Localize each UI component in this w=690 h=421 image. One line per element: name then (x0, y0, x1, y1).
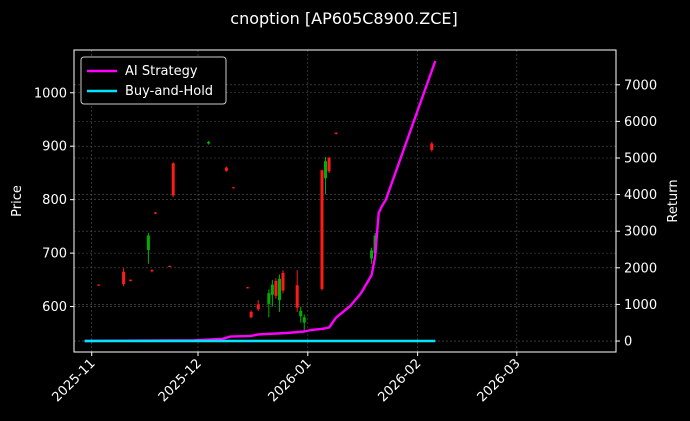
candle-body (281, 272, 285, 291)
candle-body (146, 235, 150, 250)
candle-body (324, 161, 328, 179)
y-right-tick-label: 6000 (624, 115, 657, 130)
candle-body (430, 143, 434, 150)
candle-body (97, 284, 101, 286)
y-right-tick-label: 7000 (624, 78, 657, 93)
candle-body (256, 304, 260, 310)
y-left-tick-label: 700 (42, 247, 67, 262)
candlestick-series (97, 132, 434, 331)
y-left-tick-label: 800 (42, 193, 67, 208)
candle-body (153, 212, 157, 214)
candle-body (270, 284, 274, 295)
candle-body (370, 250, 374, 259)
y-left-tick-label: 600 (42, 300, 67, 315)
candle-body (320, 170, 324, 289)
candle-body (207, 141, 211, 144)
candle-body (168, 265, 172, 267)
plot-frame (73, 49, 617, 353)
legend-label-buy-and-hold: Buy-and-Hold (125, 84, 213, 99)
candle-body (171, 163, 175, 196)
candle-body (327, 157, 331, 172)
candle-body (274, 280, 278, 296)
y-right-tick-label: 0 (624, 335, 632, 350)
legend: AI Strategy Buy-and-Hold (80, 56, 227, 105)
y-right-tick-label: 5000 (624, 151, 657, 166)
candle-body (150, 270, 154, 272)
y-right-tick-label: 1000 (624, 298, 657, 313)
candle-body (122, 271, 126, 285)
candle-body (249, 311, 253, 318)
candle-body (267, 293, 271, 304)
y-left-tick-label: 900 (42, 140, 67, 155)
return-lines (84, 60, 437, 343)
candle-body (129, 279, 133, 281)
candle-body (299, 310, 303, 317)
y-axis-right-label: Return (666, 179, 681, 222)
y-axis-left-label: Price (10, 185, 25, 217)
series-line-ai-strategy (84, 60, 437, 343)
y-right-tick-label: 3000 (624, 225, 657, 240)
y-right-tick-label: 2000 (624, 261, 657, 276)
legend-label-ai-strategy: AI Strategy (125, 64, 198, 79)
candle-body (302, 317, 306, 323)
y-right-tick-label: 4000 (624, 188, 657, 203)
candle-body (277, 278, 281, 301)
candle-body (334, 132, 338, 134)
candle-body (224, 167, 228, 171)
candle-body (295, 285, 299, 308)
candle-body (246, 287, 250, 289)
chart-title: cnoption [AP605C8900.ZCE] (230, 9, 457, 28)
legend-box (80, 56, 227, 105)
y-left-tick-label: 1000 (34, 86, 67, 101)
candle-body (231, 187, 235, 189)
